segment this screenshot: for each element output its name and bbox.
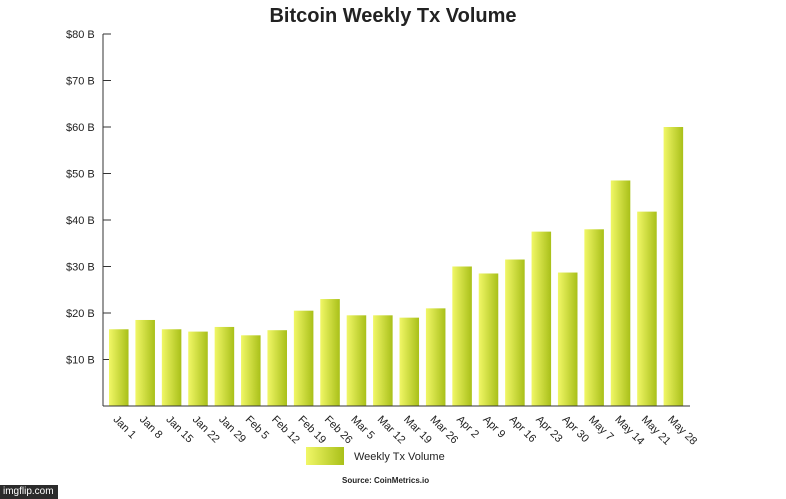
- x-tick-label: Apr 30: [560, 414, 591, 445]
- x-tick-label: Mar 26: [428, 414, 461, 447]
- y-tick-label: $60 B: [66, 122, 95, 134]
- x-tick-label: Jan 22: [190, 414, 222, 446]
- watermark-text: imgflip.com: [3, 486, 54, 497]
- bar: [373, 315, 393, 406]
- y-tick-label: $70 B: [66, 76, 95, 88]
- bar: [531, 231, 552, 407]
- bar: [161, 329, 182, 406]
- y-tick-label: $50 B: [66, 169, 95, 181]
- y-axis: $10 B $20 B $30 B $40 B $50 B $60 B $70 B $80 B: [66, 29, 111, 406]
- bar: [346, 315, 367, 406]
- x-tick-label: Feb 19: [296, 414, 329, 447]
- y-tick-label: $20 B: [66, 308, 95, 320]
- bar: [293, 310, 314, 406]
- bar: [399, 317, 420, 406]
- legend: Weekly Tx Volume: [306, 447, 445, 465]
- y-tick-label: $80 B: [66, 29, 95, 41]
- bar: [109, 329, 129, 406]
- bar: [214, 326, 235, 406]
- bar: [505, 259, 525, 406]
- x-tick-label: Feb 12: [269, 414, 302, 447]
- x-tick-label: Apr 16: [507, 414, 538, 445]
- source-note: Source: CoinMetrics.io: [342, 476, 429, 485]
- bar: [267, 330, 287, 406]
- x-tick-label: May 7: [586, 414, 616, 444]
- bar: [188, 331, 208, 406]
- legend-swatch: [306, 447, 344, 465]
- bar: [663, 127, 684, 406]
- bar: [452, 266, 472, 406]
- chart-title: Bitcoin Weekly Tx Volume: [269, 5, 516, 27]
- bar: [584, 229, 604, 406]
- bar: [478, 273, 499, 406]
- x-tick-label: Mar 19: [401, 414, 434, 447]
- bars: [109, 127, 684, 407]
- x-tick-label: Jan 15: [163, 414, 195, 446]
- y-tick-label: $40 B: [66, 215, 95, 227]
- x-tick-label: Apr 23: [533, 414, 564, 445]
- bar: [135, 319, 155, 406]
- x-tick-label: Apr 9: [480, 414, 507, 441]
- y-tick-label: $30 B: [66, 262, 95, 274]
- x-tick-label: Feb 26: [322, 414, 355, 447]
- bar: [241, 335, 261, 406]
- bar: [637, 211, 657, 406]
- x-tick-label: Jan 29: [216, 414, 248, 446]
- x-tick-label: May 28: [665, 414, 699, 448]
- y-tick-label: $10 B: [66, 355, 95, 367]
- bar: [320, 299, 340, 406]
- x-tick-label: Jan 8: [137, 414, 165, 442]
- legend-label: Weekly Tx Volume: [354, 451, 445, 463]
- x-tick-label: Mar 12: [375, 414, 408, 447]
- watermark-bar: [0, 485, 58, 499]
- bar: [610, 180, 631, 406]
- x-tick-label: Jan 1: [111, 414, 139, 442]
- bar: [425, 308, 446, 406]
- bar: [557, 272, 578, 406]
